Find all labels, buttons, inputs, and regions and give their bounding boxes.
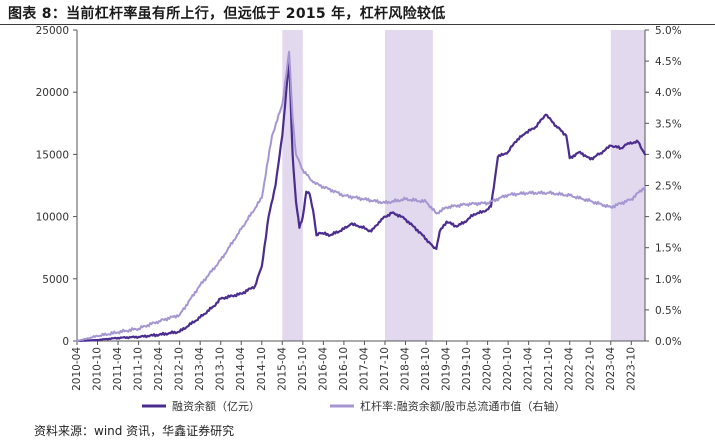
x-tick-label: 2020-10 (502, 347, 514, 391)
x-tick-label: 2011-04 (112, 347, 124, 391)
x-tick-label: 2018-04 (399, 347, 411, 391)
x-tick-label: 2011-10 (133, 347, 145, 391)
right-tick-label: 0.0% (655, 336, 682, 348)
dual-axis-line-chart: 0 5000 10000 15000 20000 25000 0.0% 0.5% 1.0% 1.5… (36, 25, 682, 413)
x-tick-label: 2022-10 (584, 347, 596, 391)
x-tick-label: 2010-10 (92, 347, 104, 391)
source-note: 资料来源：wind 资讯，华鑫证券研究 (34, 424, 235, 438)
x-tick-label: 2016-04 (317, 347, 329, 391)
x-tick-label: 2017-04 (358, 347, 370, 391)
x-tick-label: 2021-10 (543, 347, 555, 391)
series-line-2 (76, 50, 646, 342)
series-lines (75, 50, 647, 343)
right-tick-label: 1.5% (655, 243, 682, 255)
x-tick-label: 2018-10 (420, 347, 432, 391)
left-tick-label: 20000 (36, 87, 69, 99)
left-tick-label: 10000 (36, 212, 69, 224)
x-tick-label: 2015-04 (276, 347, 288, 391)
title-divider (0, 24, 715, 25)
left-tick-label: 15000 (36, 149, 69, 161)
x-tick-label: 2013-10 (215, 347, 227, 391)
right-tick-label: 5.0% (655, 25, 682, 37)
x-tick-label: 2023-10 (625, 347, 637, 391)
right-tick-label: 4.5% (655, 56, 682, 68)
x-tick-label: 2015-10 (297, 347, 309, 391)
x-tick-label: 2014-10 (256, 347, 268, 391)
legend-label-2: 杠杆率:融资余额/股市总流通市值（右轴） (360, 399, 565, 413)
x-tick-label: 2012-04 (153, 347, 165, 391)
x-tick-label: 2012-10 (174, 347, 186, 391)
chart-title: 图表 8：当前杠杆率虽有所上行，但远低于 2015 年，杠杆风险较低 (8, 6, 446, 22)
x-tick-label: 2020-04 (482, 347, 494, 391)
x-tick-label: 2016-10 (338, 347, 350, 391)
x-tick-label: 2023-04 (605, 347, 617, 391)
right-tick-label: 0.5% (655, 305, 682, 317)
x-tick-label: 2019-04 (441, 347, 453, 391)
left-tick-label: 5000 (42, 274, 69, 286)
x-tick-label: 2010-04 (71, 347, 83, 391)
shaded-periods (282, 30, 645, 341)
left-tick-label: 25000 (36, 25, 69, 37)
x-tick-label: 2013-04 (194, 347, 206, 391)
left-tick-label: 0 (62, 336, 69, 348)
shaded-period-1 (282, 30, 303, 341)
legend: 融资余额（亿元） 杠杆率:融资余额/股市总流通市值（右轴） (142, 399, 565, 413)
shaded-period-3 (610, 30, 645, 341)
x-tick-label: 2019-10 (461, 347, 473, 391)
x-tick-label: 2017-10 (379, 347, 391, 391)
x-tick-label: 2021-04 (523, 347, 535, 391)
right-tick-label: 2.5% (655, 181, 682, 193)
x-tick-label: 2022-04 (564, 347, 576, 391)
right-tick-label: 2.0% (655, 212, 682, 224)
axes: 0 5000 10000 15000 20000 25000 0.0% 0.5% 1.0% 1.5… (36, 25, 682, 391)
right-tick-label: 4.0% (655, 87, 682, 99)
right-tick-label: 3.5% (655, 118, 682, 130)
legend-label-1: 融资余额（亿元） (172, 399, 260, 413)
series-line-1 (75, 57, 647, 343)
right-tick-label: 3.0% (655, 149, 682, 161)
shaded-period-2 (384, 30, 433, 341)
x-tick-label: 2014-04 (235, 347, 247, 391)
right-tick-label: 1.0% (655, 274, 682, 286)
